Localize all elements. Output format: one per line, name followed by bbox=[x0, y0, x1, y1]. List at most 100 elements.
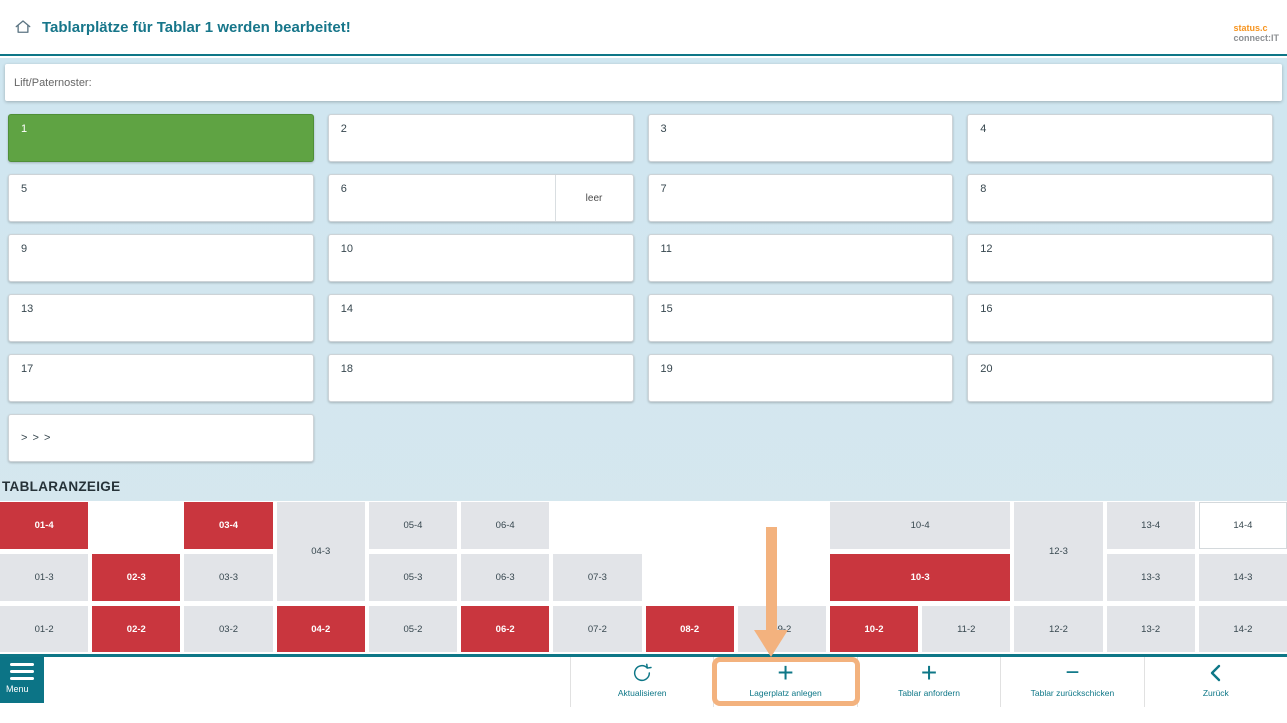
tablar-cell[interactable]: 05-2 bbox=[368, 606, 458, 652]
tablar-cell[interactable]: 14-2 bbox=[1198, 606, 1287, 652]
slot-number: 8 bbox=[980, 183, 987, 195]
tablar-cell[interactable]: 07-2 bbox=[553, 606, 642, 652]
chevron-left-icon bbox=[1207, 660, 1225, 686]
slot-card-2[interactable]: 2 bbox=[327, 114, 634, 162]
slot-card-5[interactable]: 5 bbox=[8, 174, 314, 222]
tablar-cell[interactable]: 04-2 bbox=[276, 606, 365, 652]
tablar-cell[interactable]: 03-3 bbox=[184, 554, 273, 601]
toolbar-button-label: Aktualisieren bbox=[617, 688, 667, 698]
tablar-cell[interactable]: 01-4 bbox=[0, 502, 89, 549]
menu-button[interactable]: Menu bbox=[0, 657, 44, 703]
refresh-icon bbox=[631, 660, 653, 686]
tablar-cell[interactable]: 10-4 bbox=[829, 502, 1011, 549]
slot-card-10[interactable]: 10 bbox=[327, 234, 634, 282]
tablar-cell[interactable]: 10-3 bbox=[829, 554, 1011, 601]
slot-number: 19 bbox=[660, 363, 673, 375]
tablar-cell[interactable]: 11-2 bbox=[922, 606, 1011, 652]
slot-card-3[interactable]: 3 bbox=[647, 114, 954, 162]
tablar-cell[interactable]: 12-3 bbox=[1014, 502, 1103, 601]
brand-logo: status.c connect:IT bbox=[1233, 23, 1279, 43]
slot-number: 9 bbox=[21, 243, 28, 255]
tablar-cell[interactable]: 10-2 bbox=[829, 606, 919, 652]
tablar-section-title: TABLARANZEIGE bbox=[2, 479, 121, 494]
slot-number: 14 bbox=[340, 303, 353, 315]
tablar-cell[interactable]: 06-3 bbox=[461, 554, 550, 601]
tablar-cell[interactable]: 01-3 bbox=[0, 554, 89, 601]
toolbar-button-label: Tablar zurückschicken bbox=[1030, 688, 1115, 698]
slot-card-12[interactable]: 12 bbox=[967, 234, 1273, 282]
slot-card-4[interactable]: 4 bbox=[967, 114, 1273, 162]
slot-number: 2 bbox=[340, 123, 347, 135]
tablar-cell[interactable]: 02-3 bbox=[92, 554, 181, 601]
tray-slot-grid: 1 2 3 4 5 6 leer 7 8 9 10 11 12 13 14 15 16 17 18 19 20 bbox=[8, 114, 1273, 402]
slot-card-15[interactable]: 15 bbox=[647, 294, 954, 342]
tablar-cell[interactable]: 13-3 bbox=[1106, 554, 1195, 601]
toolbar-button-label: Tablar anfordern bbox=[898, 688, 960, 698]
slot-number: 1 bbox=[21, 123, 28, 135]
tablar-cell[interactable]: 14-3 bbox=[1198, 554, 1287, 601]
toolbar-button-aktualisieren[interactable]: Aktualisieren bbox=[570, 657, 713, 707]
tablar-cell[interactable]: 01-2 bbox=[0, 606, 89, 652]
tablar-cell[interactable]: 05-4 bbox=[368, 502, 458, 549]
tablar-cell[interactable]: 08-2 bbox=[645, 606, 734, 652]
slot-card-9[interactable]: 9 bbox=[8, 234, 314, 282]
lift-paternoster-label: Lift/Paternoster: bbox=[14, 76, 92, 89]
slot-card-17[interactable]: 17 bbox=[8, 354, 314, 402]
tablar-cell[interactable]: 07-3 bbox=[553, 554, 642, 601]
tablar-cell[interactable]: 13-4 bbox=[1106, 502, 1195, 549]
tablar-cell[interactable]: 06-4 bbox=[461, 502, 550, 549]
slot-card-6[interactable]: 6 leer bbox=[327, 174, 634, 222]
tablar-cell[interactable]: 05-3 bbox=[368, 554, 458, 601]
slot-card-1[interactable]: 1 bbox=[8, 114, 314, 162]
tablar-cell[interactable]: 14-4 bbox=[1198, 502, 1287, 549]
toolbar-button-tablar-zur-ckschicken[interactable]: − Tablar zurückschicken bbox=[1000, 657, 1143, 707]
more-slots-label: > > > bbox=[21, 432, 52, 444]
slot-card-13[interactable]: 13 bbox=[8, 294, 314, 342]
tablar-cell[interactable]: 03-2 bbox=[184, 606, 273, 652]
slot-card-20[interactable]: 20 bbox=[967, 354, 1273, 402]
minus-icon: − bbox=[1065, 659, 1080, 686]
slot-number: 15 bbox=[660, 303, 673, 315]
toolbar-button-label: Lagerplatz anlegen bbox=[749, 688, 822, 698]
slot-card-14[interactable]: 14 bbox=[327, 294, 634, 342]
slot-card-8[interactable]: 8 bbox=[967, 174, 1273, 222]
more-slots-card[interactable]: > > > bbox=[8, 414, 314, 462]
tablar-cell[interactable]: 03-4 bbox=[184, 502, 273, 549]
tablar-cell[interactable]: 13-2 bbox=[1106, 606, 1195, 652]
plus-icon: + bbox=[777, 657, 794, 688]
tablar-cell[interactable]: 04-3 bbox=[276, 502, 365, 601]
slot-number: 13 bbox=[21, 303, 34, 315]
tablar-cell[interactable]: 02-2 bbox=[92, 606, 181, 652]
plus-icon: + bbox=[920, 657, 938, 688]
slot-card-19[interactable]: 19 bbox=[647, 354, 954, 402]
logo-line1: status.c bbox=[1233, 23, 1268, 33]
slot-card-18[interactable]: 18 bbox=[327, 354, 634, 402]
slot-number: 4 bbox=[980, 123, 987, 135]
tablar-cell[interactable]: 12-2 bbox=[1014, 606, 1103, 652]
slot-empty-tag[interactable]: leer bbox=[554, 175, 633, 221]
content-area: Lift/Paternoster: 1 2 3 4 5 6 leer 7 8 9 10 11 12 13 1… bbox=[0, 58, 1287, 654]
hamburger-icon bbox=[10, 663, 34, 680]
slot-card-11[interactable]: 11 bbox=[647, 234, 954, 282]
page-title: Tablarplätze für Tablar 1 werden bearbei… bbox=[42, 18, 351, 36]
slot-card-16[interactable]: 16 bbox=[967, 294, 1273, 342]
tablar-display: 01-4 03-4 04-3 05-4 06-4 10-4 12-3 13-4 14-4 01-3… bbox=[0, 501, 1287, 654]
menu-label: Menu bbox=[6, 684, 29, 694]
home-icon[interactable] bbox=[14, 18, 32, 36]
slot-number: 12 bbox=[980, 243, 993, 255]
slot-number: 10 bbox=[340, 243, 353, 255]
slot-number: 17 bbox=[21, 363, 34, 375]
toolbar-button-lagerplatz-anlegen[interactable]: + Lagerplatz anlegen bbox=[713, 657, 856, 707]
bottom-toolbar: Menu Aktualisieren + Lagerplatz anlegen + Ta… bbox=[0, 654, 1287, 723]
slot-number: 16 bbox=[980, 303, 993, 315]
slot-number: 18 bbox=[340, 363, 353, 375]
logo-line2: connect:IT bbox=[1233, 33, 1279, 43]
slot-card-7[interactable]: 7 bbox=[647, 174, 954, 222]
slot-number: 11 bbox=[660, 243, 672, 255]
tablar-cell[interactable]: 06-2 bbox=[461, 606, 550, 652]
lift-paternoster-field[interactable]: Lift/Paternoster: bbox=[5, 64, 1282, 101]
toolbar-button-tablar-anfordern[interactable]: + Tablar anfordern bbox=[856, 657, 1000, 707]
slot-number: 5 bbox=[21, 183, 28, 195]
toolbar-button-zur-ck[interactable]: Zurück bbox=[1143, 657, 1287, 707]
